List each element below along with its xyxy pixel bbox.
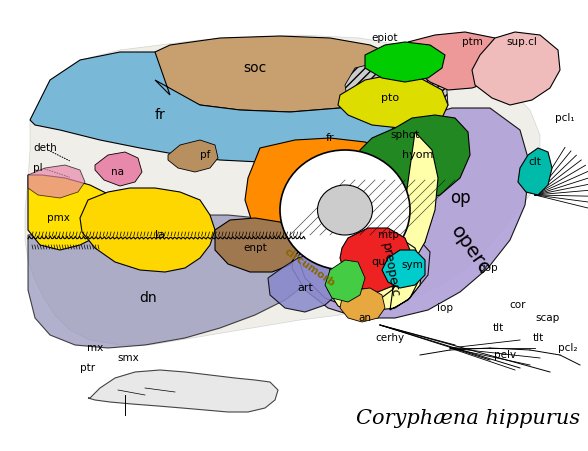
Text: enpt: enpt <box>243 243 267 253</box>
Text: iop: iop <box>437 303 453 313</box>
Polygon shape <box>340 228 412 292</box>
Text: pto: pto <box>381 93 399 103</box>
Text: art: art <box>297 283 313 293</box>
Polygon shape <box>518 148 552 195</box>
Polygon shape <box>28 215 315 348</box>
Text: na: na <box>112 167 125 177</box>
Polygon shape <box>245 138 415 258</box>
Polygon shape <box>408 32 510 90</box>
Text: dn: dn <box>139 291 157 305</box>
Text: fr: fr <box>155 108 165 122</box>
Polygon shape <box>292 108 530 318</box>
Text: pl: pl <box>33 163 43 173</box>
Text: epiot: epiot <box>372 33 398 43</box>
Text: clt: clt <box>529 157 542 167</box>
Polygon shape <box>215 218 298 272</box>
Text: pelv: pelv <box>494 350 516 360</box>
Polygon shape <box>25 35 540 345</box>
Text: tlt: tlt <box>532 333 544 343</box>
Polygon shape <box>325 260 365 302</box>
Text: la: la <box>155 230 165 240</box>
Polygon shape <box>95 152 142 186</box>
Text: tlt: tlt <box>492 323 504 333</box>
Polygon shape <box>80 188 215 272</box>
Polygon shape <box>268 252 348 312</box>
Polygon shape <box>150 36 410 112</box>
Text: pmx: pmx <box>46 213 69 223</box>
Text: deth: deth <box>33 143 57 153</box>
Text: fr: fr <box>326 133 335 143</box>
Text: sup.cl: sup.cl <box>507 37 537 47</box>
Text: mx: mx <box>87 343 103 353</box>
Text: pf: pf <box>200 150 210 160</box>
Text: circumorb: circumorb <box>283 247 337 289</box>
Polygon shape <box>365 42 445 82</box>
Polygon shape <box>338 75 448 128</box>
Text: pcl₁: pcl₁ <box>555 113 575 123</box>
Polygon shape <box>28 165 85 198</box>
Polygon shape <box>168 140 218 172</box>
Ellipse shape <box>318 185 373 235</box>
Text: ptr: ptr <box>81 363 96 373</box>
Text: cor: cor <box>510 300 526 310</box>
Text: preoperc: preoperc <box>379 241 401 299</box>
Text: op: op <box>450 189 470 207</box>
Polygon shape <box>472 32 560 105</box>
Polygon shape <box>340 288 385 322</box>
Polygon shape <box>88 370 278 412</box>
Text: soc: soc <box>243 61 266 75</box>
Text: gop: gop <box>478 263 498 273</box>
Polygon shape <box>342 200 428 265</box>
Polygon shape <box>345 55 448 128</box>
Text: qu: qu <box>371 257 385 267</box>
Polygon shape <box>328 132 438 312</box>
Polygon shape <box>30 52 415 162</box>
Text: pcl₂: pcl₂ <box>558 343 578 353</box>
Text: sym: sym <box>401 260 423 270</box>
Text: an: an <box>359 313 372 323</box>
Text: sphot: sphot <box>390 130 420 140</box>
Polygon shape <box>28 175 118 250</box>
Text: ptm: ptm <box>462 37 482 47</box>
Text: cerhy: cerhy <box>375 333 405 343</box>
Text: smx: smx <box>117 353 139 363</box>
Text: operc: operc <box>446 222 493 278</box>
Text: scap: scap <box>536 313 560 323</box>
Text: mtp: mtp <box>377 230 399 240</box>
Polygon shape <box>358 115 470 202</box>
Text: Coryphæna hippurus: Coryphæna hippurus <box>356 409 580 428</box>
Polygon shape <box>382 250 425 288</box>
Ellipse shape <box>280 150 410 270</box>
Text: hyom: hyom <box>402 150 434 160</box>
